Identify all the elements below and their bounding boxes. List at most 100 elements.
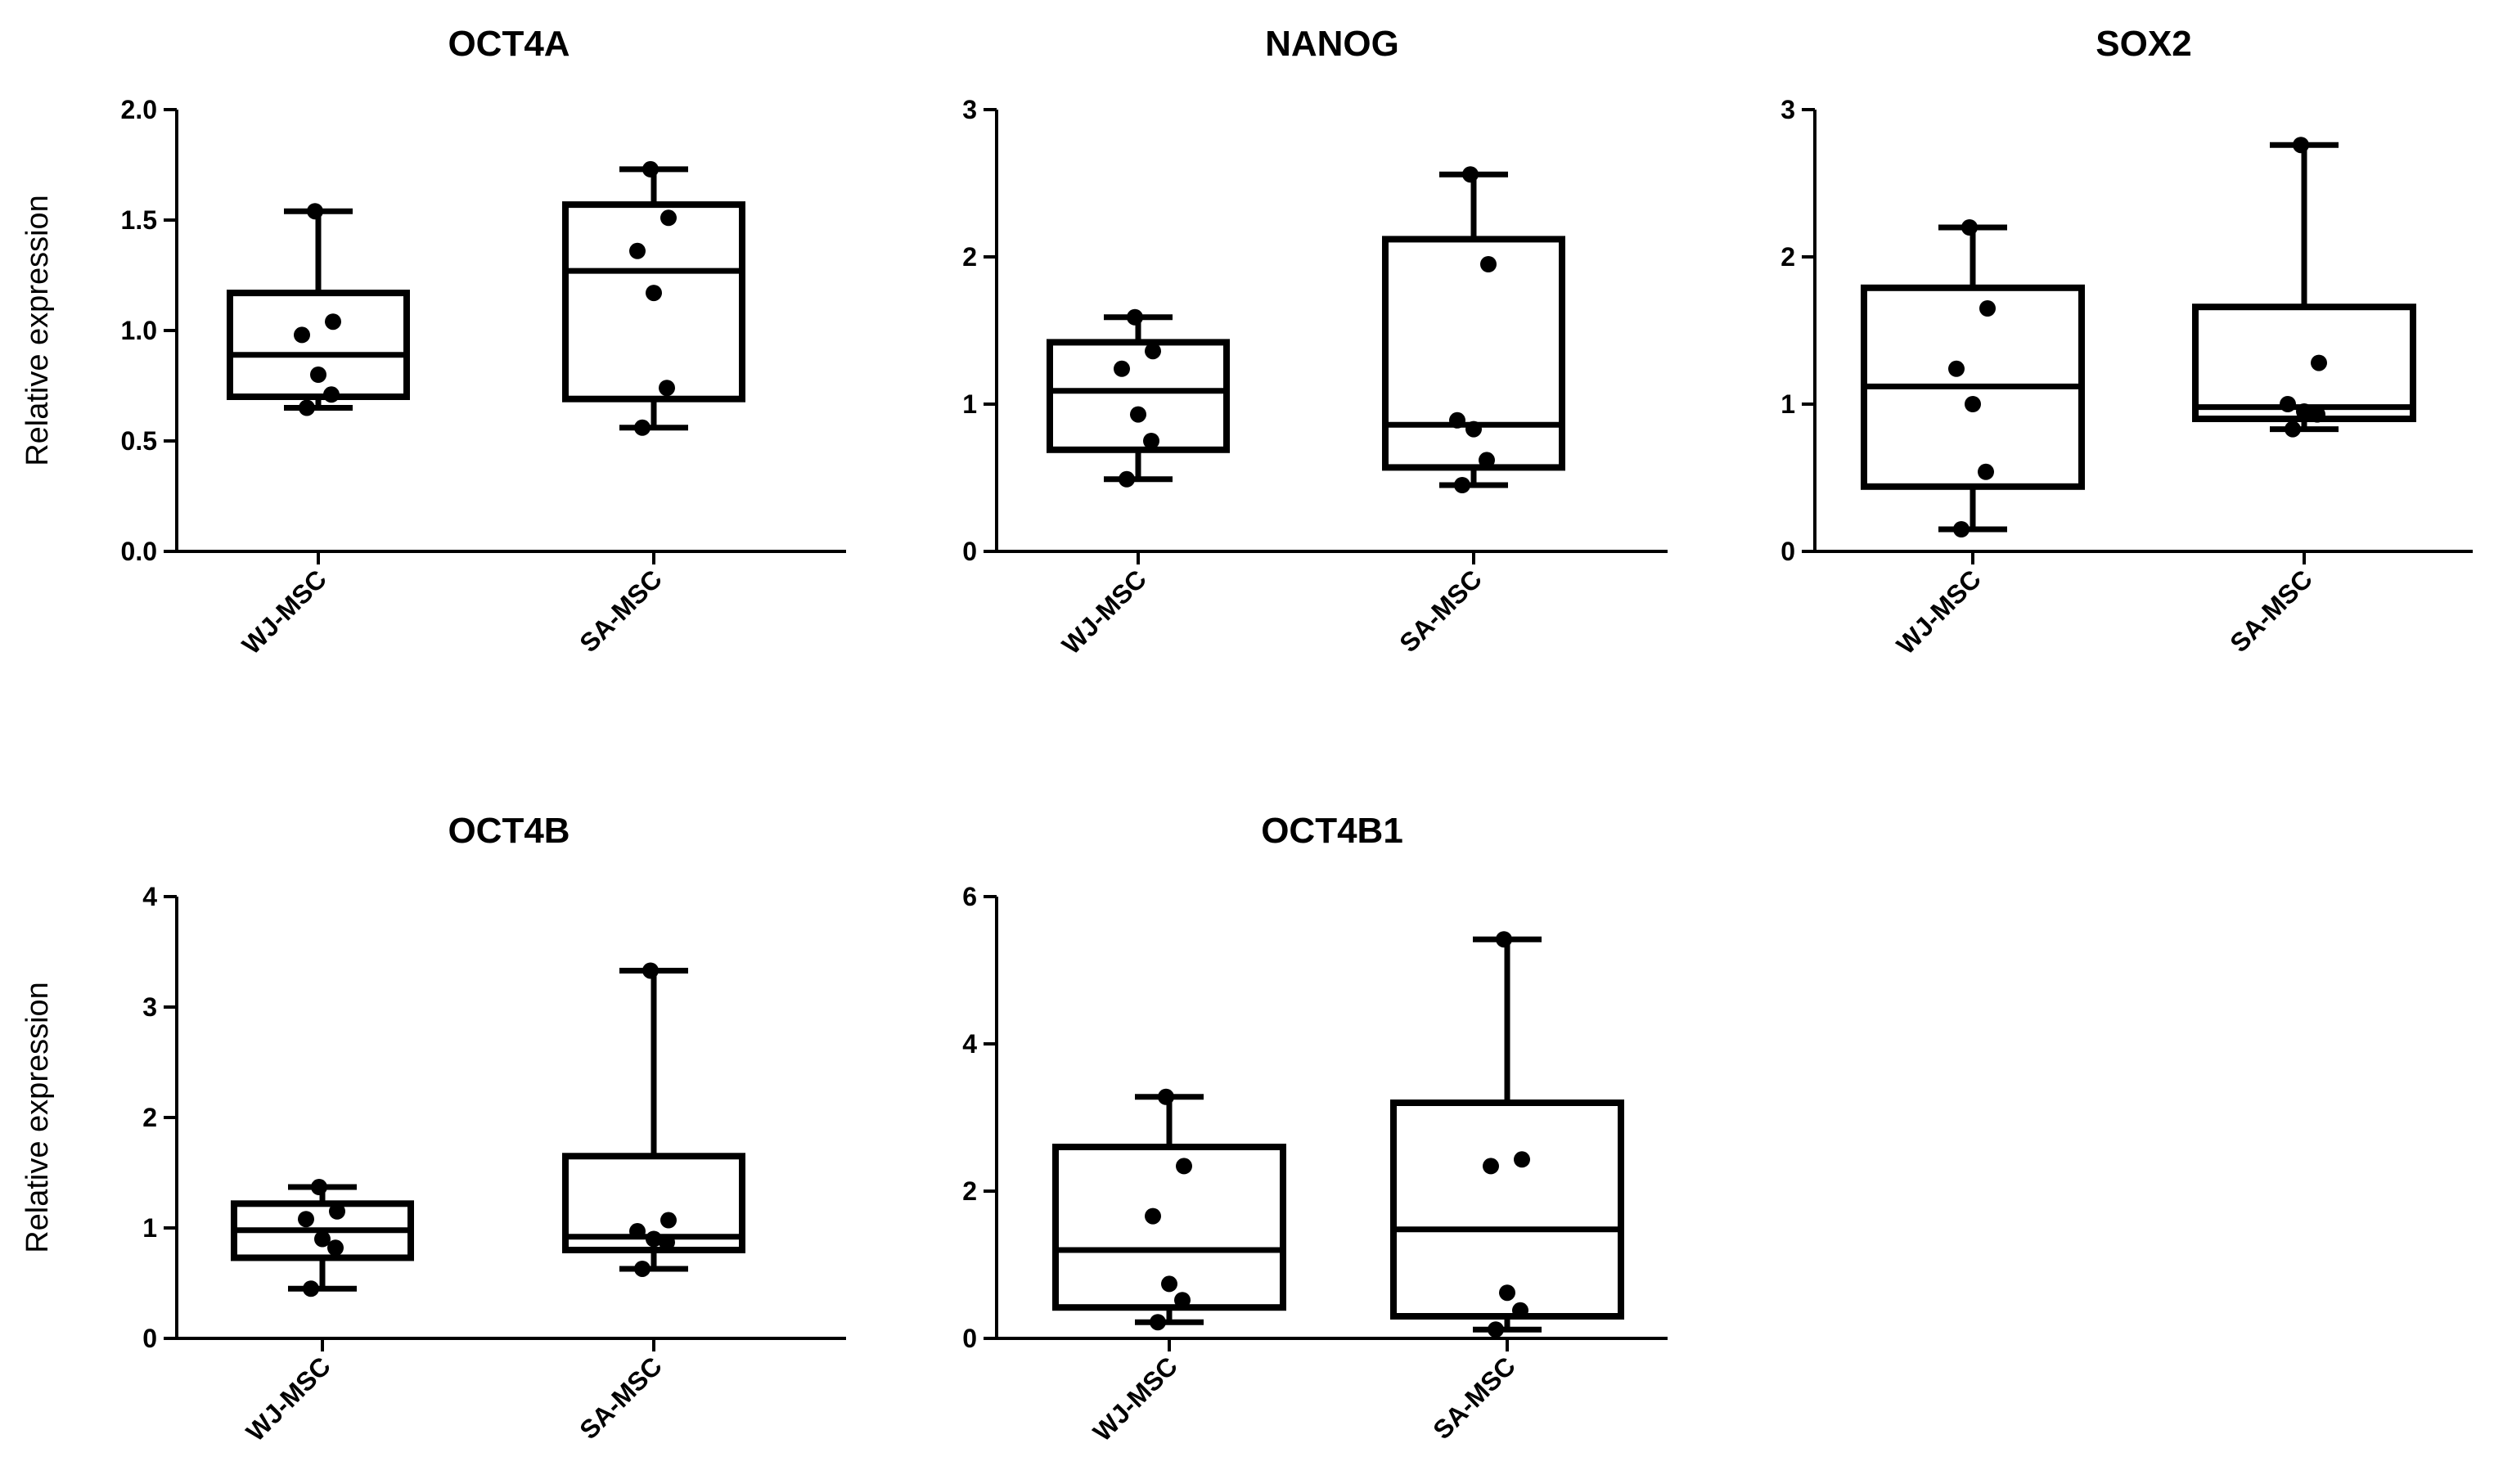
data-point (1465, 420, 1482, 438)
data-point (1978, 463, 1994, 480)
x-category-label: WJ-MSC (1891, 564, 1987, 659)
y-tick-label: 0.0 (121, 537, 157, 566)
iqr-box (2192, 304, 2416, 423)
data-point (1948, 360, 1965, 377)
data-point (629, 1223, 646, 1240)
data-point (1514, 1151, 1530, 1168)
data-point (310, 367, 326, 383)
y-tick-label: 0.5 (121, 426, 157, 456)
data-point (2280, 396, 2296, 412)
data-point (307, 203, 323, 220)
x-category-label: WJ-MSC (1056, 564, 1152, 659)
y-tick-label: 2 (1780, 242, 1795, 272)
y-tick-label: 3 (142, 992, 157, 1022)
data-point (629, 242, 646, 259)
data-point (1979, 300, 1996, 317)
y-tick-label: 2 (962, 1176, 977, 1206)
y-tick-label: 2 (962, 242, 977, 272)
data-point (1488, 1321, 1504, 1338)
box-series-sa-msc: SA-MSC (562, 962, 745, 1445)
x-category-label: WJ-MSC (241, 1351, 336, 1446)
data-point (660, 1212, 677, 1229)
y-tick-label: 6 (962, 882, 977, 911)
chart-oct4b1: OCT4B1 0 2 4 6 WJ-MSC SA-MSC (962, 811, 1668, 1447)
data-point (2311, 354, 2327, 371)
y-tick-label: 1 (962, 389, 977, 419)
chart-title: OCT4A (448, 24, 569, 64)
data-point (634, 1260, 651, 1277)
data-point (1145, 343, 1161, 360)
data-point (329, 1203, 345, 1220)
data-point (1965, 396, 1981, 412)
iqr-box (562, 201, 745, 402)
data-point (2293, 137, 2309, 154)
data-point (1176, 1158, 1192, 1175)
y-tick-label: 3 (962, 95, 977, 124)
data-point (1953, 521, 1970, 537)
y-tick-label: 1 (1780, 389, 1795, 419)
chart-title: OCT4B (448, 811, 569, 851)
x-category-label: SA-MSC (2224, 564, 2318, 658)
x-category-label: SA-MSC (1427, 1351, 1521, 1445)
data-point (1454, 477, 1470, 493)
data-point (646, 1230, 662, 1248)
data-point (646, 285, 662, 302)
iqr-box (1052, 1144, 1286, 1311)
chart-sox2: SOX2 0 1 2 3 WJ-MSC SA-MSC (1780, 24, 2473, 660)
chart-oct4b: OCT4B Relative expression 0 1 2 3 4 WJ-MSC SA-MS… (20, 811, 846, 1447)
y-tick-label: 2.0 (121, 95, 157, 124)
iqr-box (1047, 339, 1230, 453)
data-point (1449, 411, 1465, 429)
data-point (299, 399, 315, 416)
y-tick-label: 0 (962, 537, 977, 566)
data-point (325, 313, 341, 331)
data-point (1143, 433, 1159, 449)
data-point (311, 1179, 327, 1196)
data-point (1174, 1292, 1191, 1309)
data-point (660, 209, 677, 227)
x-category-label: SA-MSC (574, 564, 668, 658)
y-tick-label: 3 (1780, 95, 1795, 124)
y-axis-label: Relative expression (20, 982, 55, 1253)
x-category-label: WJ-MSC (236, 564, 332, 659)
y-tick-label: 1.0 (121, 316, 157, 345)
data-point (659, 1234, 675, 1251)
data-point (1496, 931, 1512, 948)
chart-title: NANOG (1265, 24, 1399, 64)
data-point (2285, 420, 2301, 438)
data-point (659, 380, 675, 397)
data-point (1961, 219, 1978, 236)
data-point (1479, 452, 1495, 469)
x-category-label: SA-MSC (574, 1351, 668, 1445)
box-series-wj-msc: WJ-MSC (1861, 219, 2085, 660)
y-tick-label: 1.5 (121, 205, 157, 235)
data-point (314, 1230, 331, 1248)
box-series-wj-msc: WJ-MSC (1047, 308, 1230, 660)
data-point (294, 326, 310, 344)
box-series-sa-msc: SA-MSC (2192, 137, 2416, 658)
data-point (298, 1211, 314, 1228)
y-tick-label: 0 (1780, 537, 1795, 566)
box-series-wj-msc: WJ-MSC (1052, 1088, 1286, 1447)
data-point (1158, 1088, 1174, 1105)
box-series-wj-msc: WJ-MSC (227, 203, 410, 660)
y-tick-label: 1 (142, 1213, 157, 1243)
chart-title: SOX2 (2096, 24, 2191, 64)
chart-title: OCT4B1 (1261, 811, 1403, 851)
y-tick-label: 0 (142, 1324, 157, 1353)
x-category-label: WJ-MSC (1087, 1351, 1183, 1446)
data-point (1150, 1314, 1166, 1331)
y-tick-label: 2 (142, 1103, 157, 1132)
data-point (323, 386, 340, 403)
data-point (327, 1239, 344, 1257)
y-tick-label: 0 (962, 1324, 977, 1353)
data-point (1483, 1158, 1499, 1175)
data-point (2296, 403, 2312, 420)
iqr-box (1382, 236, 1565, 471)
y-axis-label: Relative expression (20, 195, 55, 466)
box-series-sa-msc: SA-MSC (1390, 931, 1624, 1445)
data-point (1119, 470, 1135, 488)
y-tick-label: 4 (962, 1029, 977, 1059)
data-point (1130, 406, 1146, 423)
